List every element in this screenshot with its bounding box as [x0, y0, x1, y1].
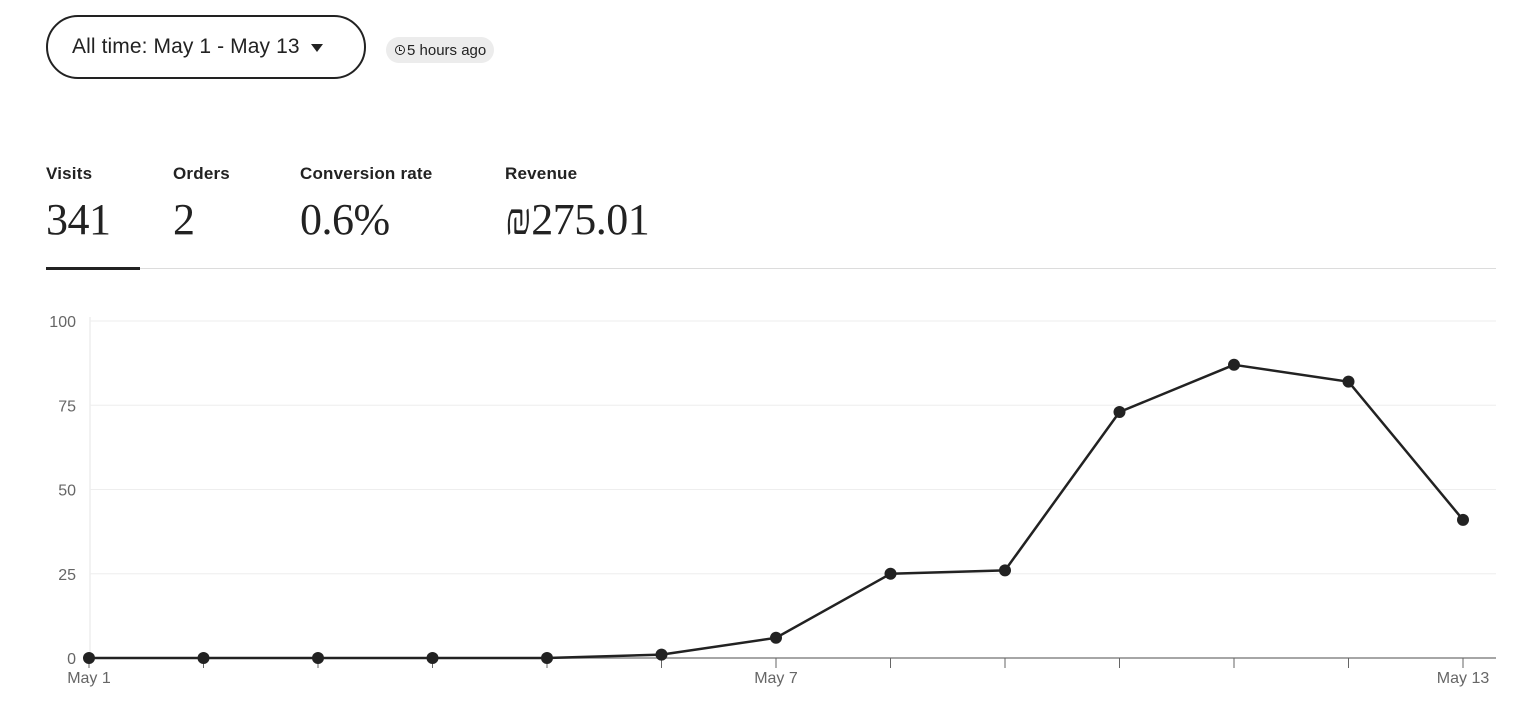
- metric-revenue-tab[interactable]: Revenue ₪275.01: [505, 164, 650, 245]
- data-point: [1342, 375, 1355, 388]
- x-tick-label: May 1: [67, 670, 111, 687]
- metric-orders-tab[interactable]: Orders 2: [173, 164, 230, 245]
- metric-revenue-value: ₪275.01: [505, 195, 650, 244]
- metrics-divider: [46, 268, 1496, 269]
- metric-orders-value: 2: [173, 195, 195, 244]
- metric-conversion-tab[interactable]: Conversion rate 0.6%: [300, 164, 432, 245]
- y-tick-label: 0: [67, 651, 76, 668]
- data-point: [655, 648, 668, 661]
- visits-line-chart: 0 25 50 75 100 May 1 May 7 May 13: [49, 314, 1496, 687]
- data-point: [999, 564, 1011, 577]
- x-tick-label: May 13: [1437, 670, 1490, 687]
- metric-visits-value: 341: [46, 195, 111, 244]
- y-tick-label: 75: [58, 398, 76, 415]
- data-point: [83, 652, 95, 664]
- y-tick-label: 100: [49, 314, 76, 331]
- chevron-down-icon: [310, 44, 323, 52]
- metric-revenue-label: Revenue: [505, 164, 578, 183]
- data-point: [197, 652, 210, 664]
- metric-orders-label: Orders: [173, 164, 230, 183]
- last-updated-text: 5 hours ago: [407, 41, 487, 59]
- data-point: [426, 652, 439, 664]
- x-tick-label: May 7: [754, 670, 798, 687]
- metric-conversion-value: 0.6%: [300, 195, 390, 244]
- date-range-label: All time: May 1 - May 13: [72, 35, 300, 58]
- last-updated-badge: 5 hours ago: [386, 37, 495, 63]
- y-tick-label: 50: [58, 483, 76, 500]
- data-point: [541, 652, 553, 664]
- date-range-dropdown[interactable]: All time: May 1 - May 13: [46, 15, 366, 79]
- visits-series-line: [89, 363, 1464, 660]
- active-tab-indicator: [46, 267, 140, 270]
- metrics-tabs: Visits 341 Orders 2 Conversion rate 0.6%…: [0, 0, 1526, 270]
- data-point: [312, 652, 324, 664]
- data-point: [1113, 405, 1126, 418]
- data-point: [884, 567, 897, 580]
- metric-visits-tab[interactable]: Visits 341: [46, 164, 111, 245]
- metric-visits-label: Visits: [46, 164, 93, 183]
- data-point: [1228, 358, 1240, 371]
- data-point: [770, 631, 782, 644]
- metric-conversion-label: Conversion rate: [300, 164, 433, 183]
- y-tick-label: 25: [58, 567, 76, 584]
- data-point: [1457, 513, 1469, 526]
- clock-icon: [395, 45, 405, 55]
